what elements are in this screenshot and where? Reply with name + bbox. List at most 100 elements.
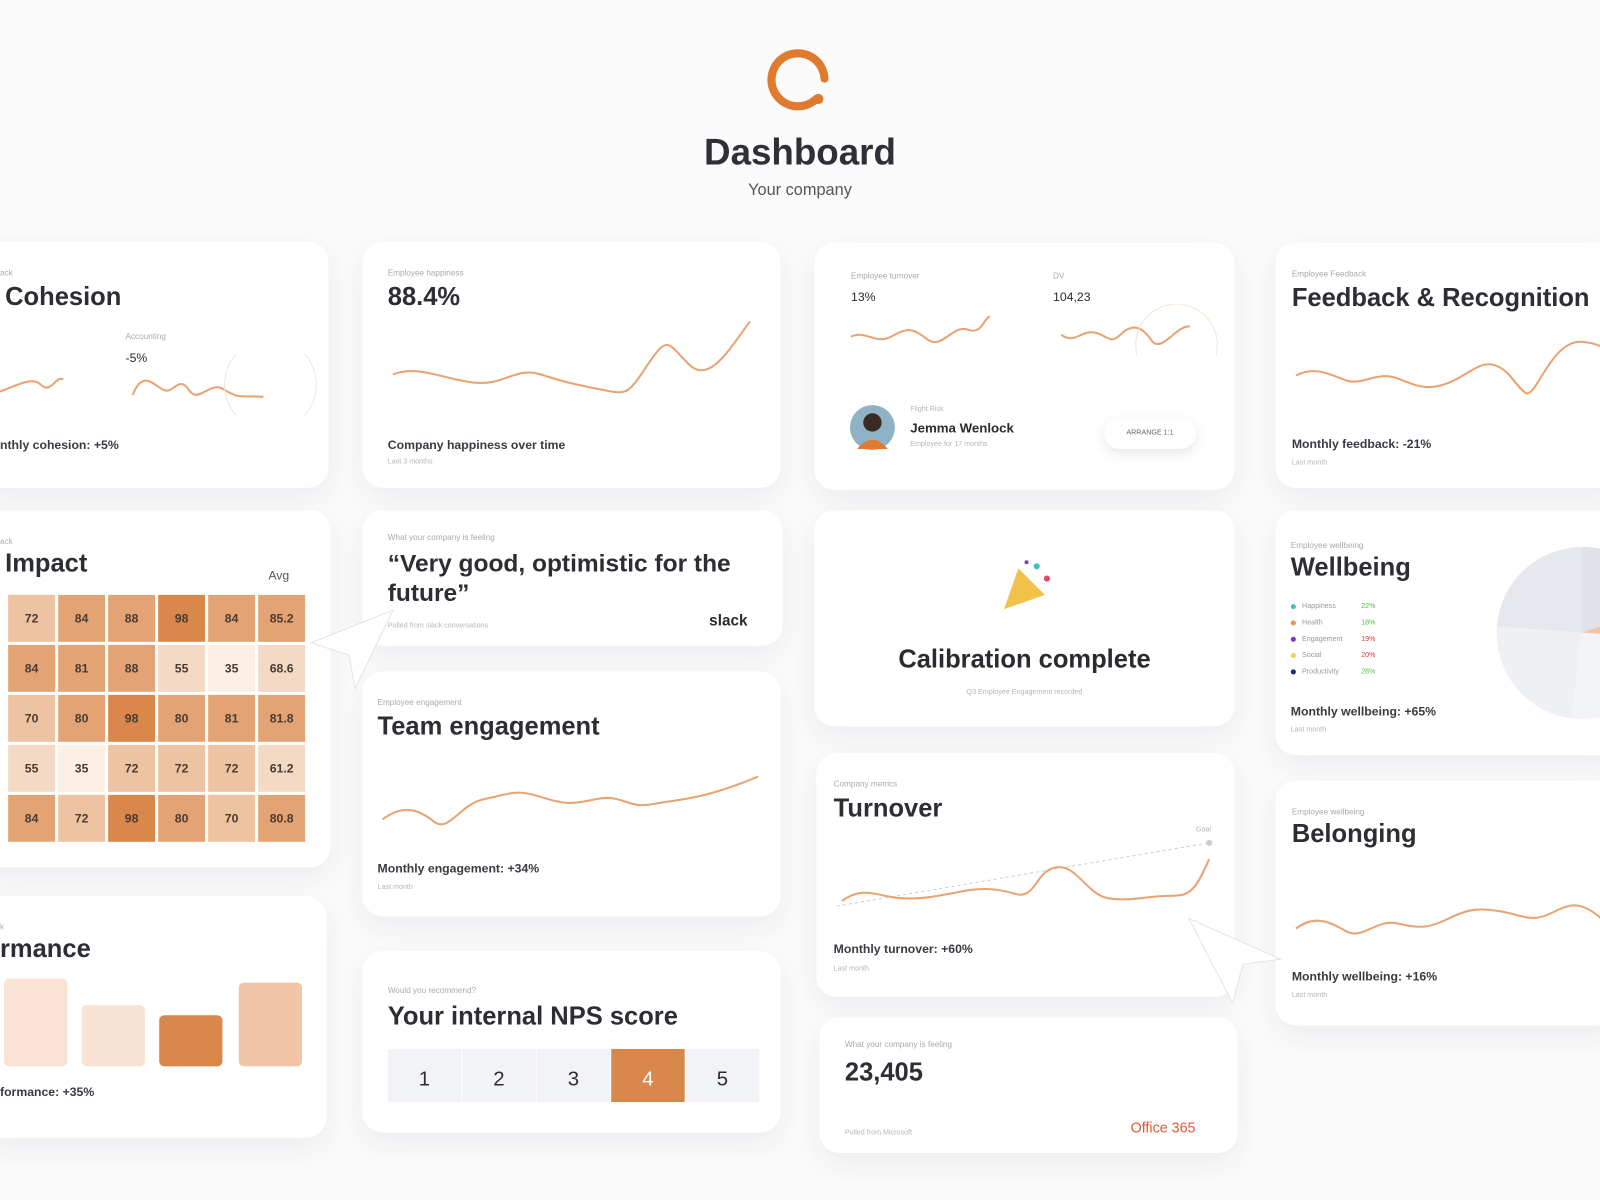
card-note: Last month <box>833 965 870 973</box>
heatmap-cell: 80 <box>58 694 106 742</box>
heatmap-row: 84 81 88 55 35 68.6 <box>8 644 306 692</box>
nps-option[interactable]: 3 <box>536 1048 611 1103</box>
card-note: Pulled from slack conversations <box>387 622 489 630</box>
heatmap-row: 55 35 72 72 72 61.2 <box>8 744 306 792</box>
heatmap-cell: 88 <box>108 644 156 692</box>
goal-dot <box>1206 839 1213 846</box>
legend-item: Health 18% <box>1290 614 1376 630</box>
metric-label: DV <box>1053 271 1065 281</box>
card-footer: Monthly turnover: +60% <box>833 941 973 957</box>
sparkline <box>1295 340 1600 395</box>
legend-value: 28% <box>1361 667 1376 675</box>
wellbeing-card[interactable]: Employee wellbeing Wellbeing Happiness 22… <box>1275 510 1600 756</box>
logo-dot <box>813 93 824 105</box>
card-label: Would you recommend? <box>387 985 477 995</box>
legend-item: Social 20% <box>1290 647 1376 663</box>
heatmap-cell: 55 <box>158 644 206 692</box>
card-label: Employee engagement <box>377 697 462 708</box>
engagement-card[interactable]: Employee engagement Team engagement Mont… <box>362 671 781 917</box>
sparkline <box>841 858 1211 902</box>
legend-item: Engagement 19% <box>1290 631 1376 647</box>
arrange-button[interactable]: ARRANGE 1:1 <box>1104 418 1196 449</box>
heatmap: 72 84 88 98 84 85.2 84 81 88 55 35 68.6 70 80 98 80 81 81… <box>5 592 308 845</box>
belonging-card[interactable]: Employee wellbeing Belonging Monthly wel… <box>1275 780 1600 1026</box>
cursor <box>309 609 394 691</box>
card-title: Impact <box>5 548 88 578</box>
card-label: What your company is feeling <box>387 532 495 542</box>
nps-card[interactable]: Would you recommend? Your internal NPS s… <box>362 951 781 1133</box>
sub-value: -5% <box>125 351 148 366</box>
card-note: Last month <box>1291 991 1328 999</box>
nps-option[interactable]: 2 <box>462 1048 536 1103</box>
cohesion-card[interactable]: ack Cohesion Accounting -5% nthly cohesi… <box>0 241 329 488</box>
legend-name: Social <box>1302 651 1322 659</box>
card-label: Employee happiness <box>387 268 464 278</box>
card-title: Belonging <box>1291 819 1417 848</box>
card-title: Calibration complete <box>898 644 1151 674</box>
quote-card[interactable]: What your company is feeling “Very good,… <box>362 510 783 646</box>
feedback-card[interactable]: Employee Feedback Feedback & Recognition… <box>1275 242 1600 488</box>
brand-logo: Office 365 <box>1130 1119 1196 1136</box>
card-label: What your company is feeling <box>844 1039 952 1049</box>
heatmap-row: 72 84 88 98 84 85.2 <box>8 594 306 642</box>
cursor <box>1187 917 1283 1005</box>
legend: Happiness 22% Health 18% Engagement 19% Social… <box>1290 598 1376 680</box>
avg-cell: 81.8 <box>258 694 306 742</box>
card-label: Employee wellbeing <box>1290 540 1364 550</box>
legend-dot <box>1290 668 1296 674</box>
page-title: Dashboard <box>704 130 896 173</box>
quote-text: “Very good, optimistic for the future” <box>387 549 731 608</box>
cursor-arrow <box>309 609 394 691</box>
card-footer: Monthly wellbeing: +65% <box>1290 704 1437 719</box>
brand-logo: slack <box>709 612 748 630</box>
nps-option[interactable]: 4 <box>611 1048 685 1103</box>
card-label: Employee wellbeing <box>1291 807 1365 817</box>
impact-card[interactable]: ack Impact Avg 72 84 88 98 84 85.2 84 81 88 55 35 6… <box>0 510 331 868</box>
legend-item: Happiness 22% <box>1290 598 1376 614</box>
legend-value: 18% <box>1361 618 1376 627</box>
page-subtitle: Your company <box>748 181 852 199</box>
sparkline <box>850 315 991 343</box>
card-label: Company metrics <box>833 779 898 789</box>
legend-dot <box>1290 619 1296 625</box>
card-value: 88.4% <box>387 282 461 312</box>
happiness-card[interactable]: Employee happiness 88.4% Company happine… <box>362 241 781 488</box>
heatmap-cell: 72 <box>208 744 256 792</box>
legend-value: 19% <box>1361 635 1376 643</box>
decor-ring <box>223 354 317 416</box>
heatmap-cell: 80 <box>158 794 206 842</box>
calibration-card[interactable]: Calibration complete Q3 Employee Engagem… <box>814 510 1235 727</box>
bar <box>4 978 68 1067</box>
heatmap-cell: 72 <box>158 744 206 792</box>
avatar-head <box>863 413 882 432</box>
pie-slice <box>1581 546 1600 633</box>
legend-dot <box>1290 603 1296 609</box>
office-card[interactable]: What your company is feeling 23,405 Pull… <box>819 1017 1238 1154</box>
card-title: Your internal NPS score <box>387 1002 678 1031</box>
heatmap-cell: 84 <box>58 594 106 642</box>
nps-option[interactable]: 1 <box>387 1048 462 1103</box>
legend-value: 22% <box>1361 602 1376 610</box>
turnover-line <box>836 839 1213 907</box>
card-label: k <box>0 922 5 932</box>
turnover-card[interactable]: Company metrics Turnover Goal Monthly tu… <box>816 753 1235 997</box>
legend-item: Productivity 28% <box>1290 663 1376 679</box>
card-note: Last month <box>377 883 413 891</box>
turnover-risk-card[interactable]: Employee turnover 13% DV 104,23 Flight R… <box>814 242 1235 490</box>
avg-cell: 68.6 <box>258 644 306 692</box>
legend-name: Engagement <box>1302 635 1343 643</box>
avatar <box>849 405 895 450</box>
goal-line <box>836 842 1210 907</box>
card-title: rmance <box>0 934 91 964</box>
avg-label: Avg <box>268 568 290 583</box>
sparkline <box>382 775 759 826</box>
performance-card[interactable]: k rmance formance: +35% <box>0 895 327 1138</box>
sparklines <box>0 354 317 416</box>
heatmap-cell: 98 <box>108 794 156 842</box>
card-value: 23,405 <box>844 1058 923 1087</box>
nps-option[interactable]: 5 <box>685 1048 760 1103</box>
legend-value: 20% <box>1361 651 1376 659</box>
heatmap-row: 84 72 98 80 70 80.8 <box>8 794 306 842</box>
pie-slice <box>1571 632 1600 719</box>
